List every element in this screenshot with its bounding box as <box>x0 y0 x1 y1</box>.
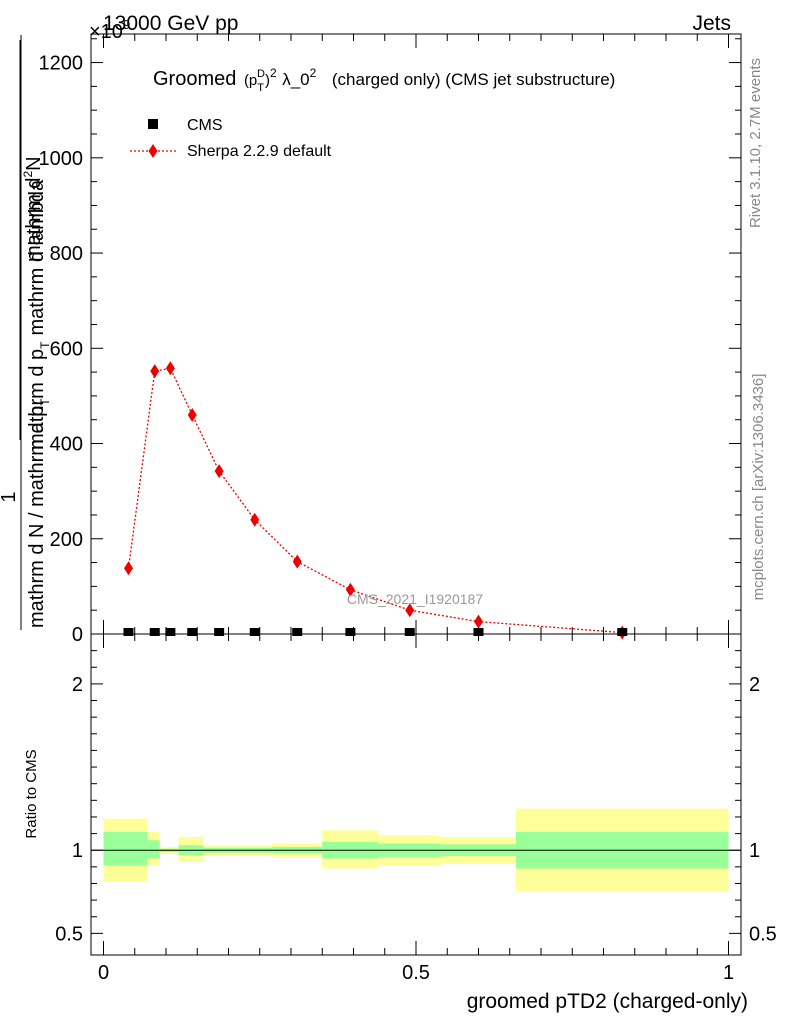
sherpa-point <box>214 464 224 479</box>
main-series-layer <box>123 361 628 640</box>
sherpa-point <box>150 364 160 379</box>
title-close: ) <box>265 72 270 89</box>
watermark: CMS_2021_I1920187 <box>347 591 483 607</box>
x-tick-label: 0.5 <box>402 962 430 984</box>
ratio-inner-band <box>103 831 148 866</box>
main-y-tick-label: 1000 <box>39 148 84 170</box>
title-rest: (charged only) (CMS jet substructure) <box>332 70 615 89</box>
sherpa-point <box>165 361 175 376</box>
ylabel-bottom: mathrm d N / mathrm d pT <box>26 398 52 628</box>
x-tick-label: 1 <box>723 962 734 984</box>
x-axis-label: groomed pTD2 (charged-only) <box>467 990 748 1013</box>
main-y-tick-label: 0 <box>72 624 83 646</box>
sherpa-point <box>345 582 355 597</box>
plot-title: Groomed (pTD)2 λ_02 (charged only) (CMS … <box>153 60 615 94</box>
sherpa-point <box>187 407 197 422</box>
ratio-axes: 0.5 0.5 1 1 2 2 0 0.5 1 <box>55 634 777 984</box>
title-sup: D <box>257 68 265 80</box>
ratio-inner-band <box>147 840 160 859</box>
sherpa-point <box>250 512 260 527</box>
legend: CMS Sherpa 2.2.9 default <box>130 117 332 160</box>
sherpa-point <box>405 603 415 618</box>
cms-point <box>345 628 356 636</box>
cms-point <box>249 628 260 636</box>
title-sq: 2 <box>270 66 277 80</box>
title-word: Groomed <box>153 68 236 90</box>
cms-point <box>617 628 628 636</box>
ylabel-top-denominator: mathrm d pTmathrm d lambda <box>26 179 52 450</box>
title-sub: T <box>257 82 264 94</box>
cms-point <box>149 628 160 636</box>
title-lambda: λ_0 <box>282 70 309 89</box>
sherpa-point <box>474 614 483 629</box>
legend-marker-cms <box>148 119 158 129</box>
legend-label-cms: CMS <box>187 117 223 134</box>
y-exponent-power: 9 <box>123 17 130 32</box>
ratio-y-tick-label: 0.5 <box>55 923 83 945</box>
cms-point <box>214 628 225 636</box>
sherpa-point <box>124 561 133 576</box>
main-y-tick-label: 800 <box>50 243 83 265</box>
title-lambda-sq: 2 <box>310 66 317 80</box>
legend-label-sherpa: Sherpa 2.2.9 default <box>187 143 332 160</box>
rivet-label: Rivet 3.1.10, 2.7M events <box>747 58 764 228</box>
main-y-tick-label: 1200 <box>39 53 84 75</box>
ratio-y-tick-label: 2 <box>72 674 83 696</box>
x-tick-label: 0 <box>98 962 109 984</box>
main-axes: 0 200 400 600 800 1000 1200 <box>39 34 741 646</box>
header-left: 13000 GeV pp <box>103 12 238 35</box>
main-y-tick-label: 600 <box>50 338 83 360</box>
ratio-y-axis-label: Ratio to CMS <box>23 749 40 838</box>
ratio-frame <box>90 633 742 956</box>
main-y-tick-label: 400 <box>50 434 83 456</box>
ratio-y-tick-label: 1 <box>72 840 83 862</box>
cms-point <box>165 628 176 636</box>
ylabel-top-numerator: mathrm d2N <box>21 156 45 262</box>
cms-point <box>292 628 303 636</box>
main-y-tick-label: 200 <box>50 529 83 551</box>
ratio-y-tick-label-right: 1 <box>749 840 760 862</box>
title-p: (p <box>244 72 257 89</box>
ratio-y-tick-label-right: 2 <box>749 674 760 696</box>
legend-marker-sherpa <box>148 144 158 158</box>
sherpa-point <box>292 554 302 569</box>
ylabel-one: 1 <box>0 491 20 502</box>
ratio-y-tick-label-right: 0.5 <box>749 923 777 945</box>
header-right: Jets <box>692 12 731 35</box>
cms-point <box>187 628 198 636</box>
cms-point <box>123 628 134 636</box>
main-y-axis-label: mathrm d2N mathrm d pTmathrm d lambda 1 … <box>0 35 52 630</box>
cms-point <box>404 628 415 636</box>
mcplots-label: mcplots.cern.ch [arXiv:1306.3436] <box>750 374 767 601</box>
